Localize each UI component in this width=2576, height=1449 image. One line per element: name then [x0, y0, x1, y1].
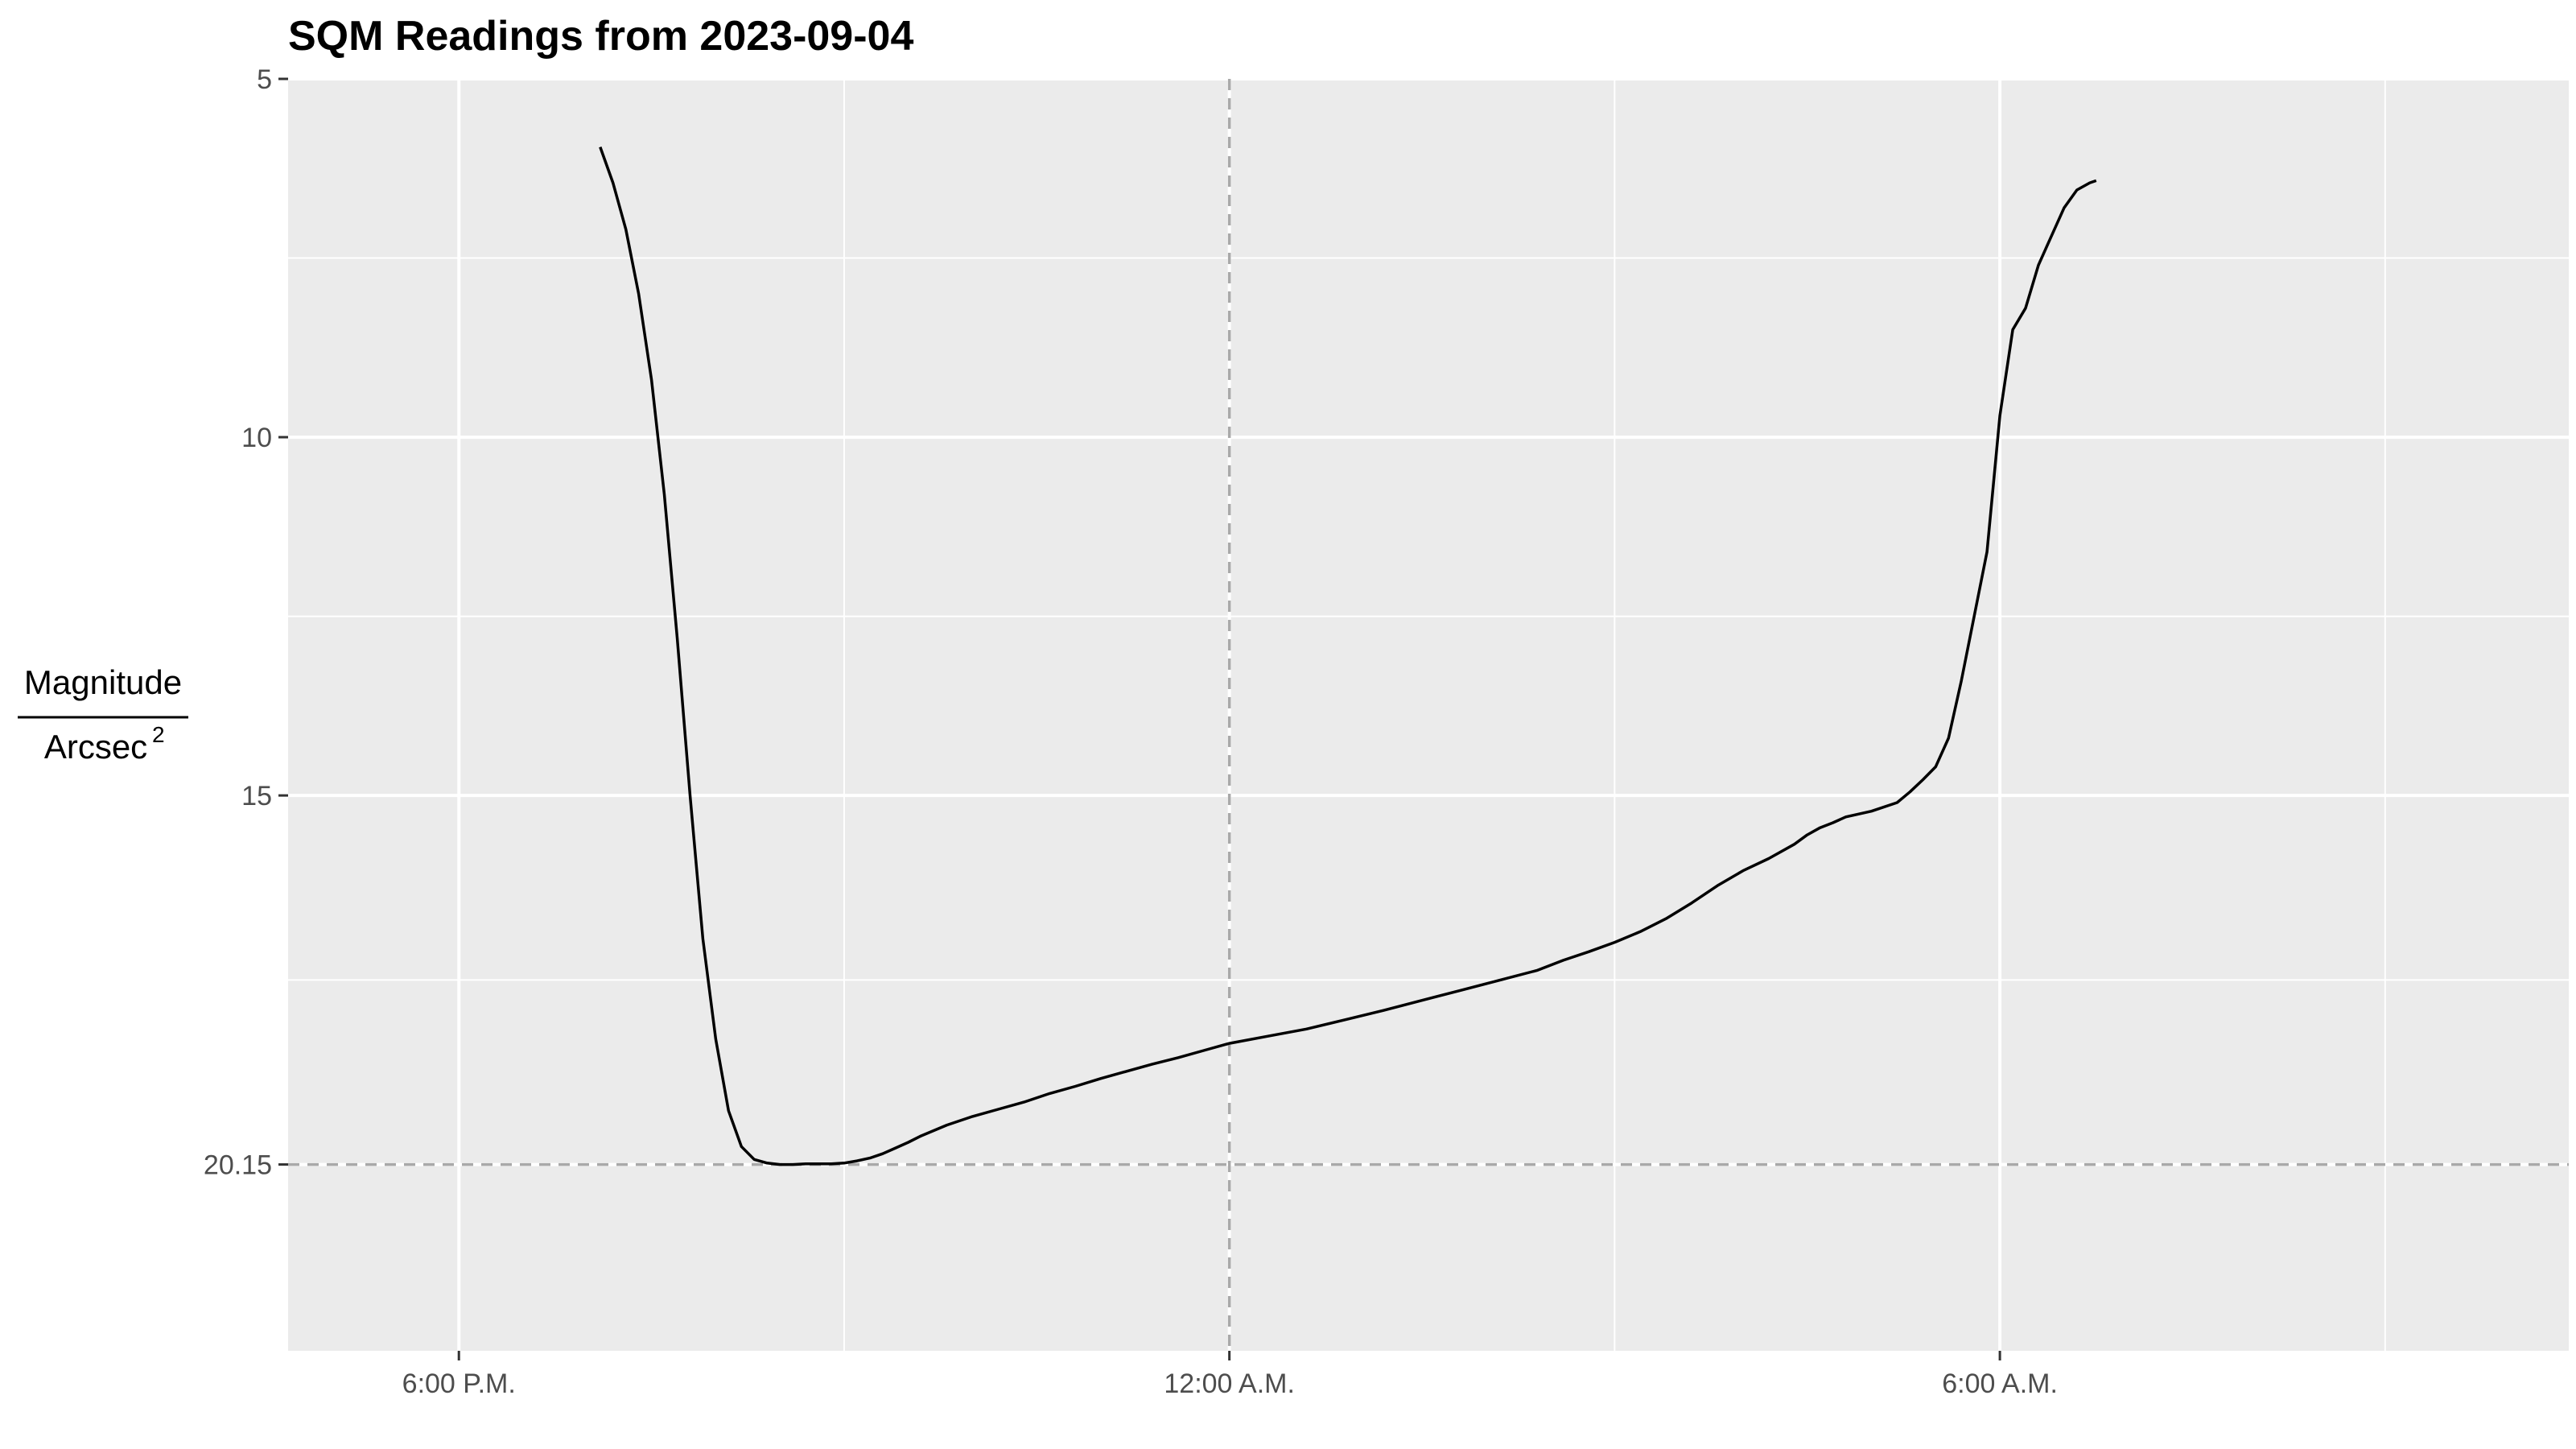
x-tick-label: 6:00 P.M.: [402, 1368, 516, 1399]
chart-title: SQM Readings from 2023-09-04: [288, 13, 913, 60]
y-tick-label: 15: [241, 781, 272, 811]
y-tick-label: 10: [241, 423, 272, 453]
x-axis: 6:00 P.M. 12:00 A.M. 6:00 A.M.: [402, 1351, 2058, 1399]
gridlines: [288, 77, 2569, 1351]
data-series: [599, 147, 2097, 1166]
y-axis-label-numerator: Magnitude: [24, 663, 182, 701]
y-axis: 5 10 15 20.15: [204, 64, 288, 1181]
sqm-reading-line: [599, 147, 2097, 1166]
y-tick-label: 5: [257, 64, 272, 95]
y-axis-label-exponent: 2: [152, 722, 165, 747]
x-tick-label: 6:00 A.M.: [1942, 1368, 2058, 1399]
x-tick-label: 12:00 A.M.: [1164, 1368, 1295, 1399]
reference-lines: [288, 79, 2569, 1351]
plot-panel: [288, 79, 2569, 1351]
y-axis-label-denominator: Arcsec: [44, 728, 147, 766]
y-tick-label: 20.15: [204, 1150, 272, 1181]
y-axis-label: Magnitude Arcsec 2: [18, 663, 188, 766]
